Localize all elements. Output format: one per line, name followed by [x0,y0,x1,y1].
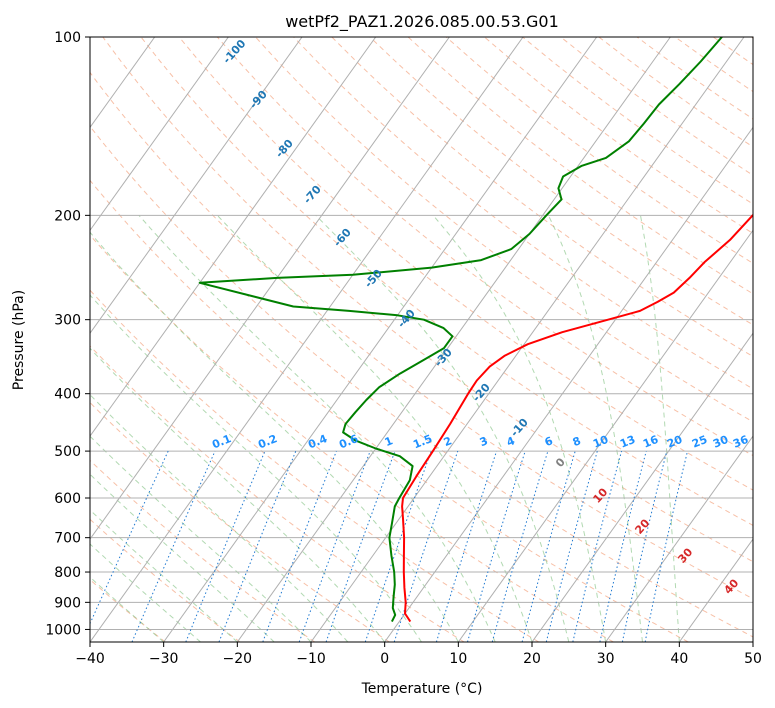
moist-adiabat [138,214,496,642]
dewpoint-profile [198,37,723,623]
moist-adiabat [432,214,607,642]
x-tick-label: 40 [670,651,688,667]
x-tick-label: 20 [523,651,541,667]
isotherm [236,37,671,642]
mixing-ratio-label: 36 [731,433,750,451]
isotherm [90,37,229,232]
mixing-ratio-label: 2 [442,434,454,449]
isotherm [90,37,303,335]
moist-adiabat [90,543,201,642]
dry-adiabat [102,37,753,563]
mixing-ratio-line [572,450,623,642]
isotherm [457,229,753,642]
x-axis-label: Temperature (°C) [361,681,483,697]
mixing-ratio-line [599,450,647,642]
x-tick-label: −20 [223,651,253,667]
plot-area [90,37,753,642]
mixing-ratio-line [131,450,216,642]
moist-adiabat [90,347,386,642]
x-axis-ticks: −40 −30 −20 −10 0 10 20 30 40 50 [75,642,762,667]
moist-adiabat [90,394,349,642]
dry-adiabat [90,234,614,642]
temperature-profile [401,213,753,623]
isotherm [163,37,598,642]
mixing-ratio-label: 1 [383,434,395,449]
y-tick-label: 300 [54,313,81,329]
x-tick-label: 10 [449,651,467,667]
moist-adiabat [90,294,422,642]
mixing-ratio-label: 25 [690,433,709,451]
mixing-ratio-label: 3 [478,434,490,449]
mixing-ratio-line [545,450,598,642]
y-axis-label: Pressure (hPa) [11,290,27,390]
x-tick-label: −10 [296,651,326,667]
isotherm [310,37,745,642]
moist-adiabat [216,214,533,642]
dry-adiabat [331,37,753,358]
y-tick-label: 200 [54,208,81,224]
mixing-ratio-line [467,450,526,642]
dry-adiabat [90,579,166,642]
dry-adiabat [293,37,753,390]
mixing-ratio-label: 13 [618,433,637,451]
plot-frame [89,36,754,643]
x-tick-label: 30 [597,651,615,667]
mixing-ratio-line [325,450,396,642]
dry-adiabat [90,71,753,600]
isotherm [678,538,753,642]
mixing-ratio-label: 8 [571,434,583,449]
dry-adiabat [140,37,753,526]
dry-adiabat [90,179,689,642]
mixing-ratio-line [298,450,371,642]
mixing-ratio-label: 10 [591,433,610,451]
isotherm [90,37,450,540]
x-tick-label: −30 [149,651,179,667]
y-tick-label: 1000 [45,622,81,638]
isotherm [605,435,753,642]
x-tick-label: 50 [744,651,762,667]
mixing-ratio-line [621,450,668,642]
moist-adiabat [90,509,238,642]
mixing-ratio-line [435,450,498,642]
y-tick-label: 600 [54,491,81,507]
mixing-ratio-label: 16 [641,433,660,451]
mixing-ratio-line [185,450,266,642]
mixing-ratio-line [364,450,432,642]
isotherm [90,37,524,642]
y-tick-label: 400 [54,387,81,403]
mixing-ratio-line [521,450,576,642]
x-tick-label: 0 [380,651,389,667]
mixing-ratio-line [262,450,337,642]
moist-adiabat [547,215,643,642]
mixing-ratio-line [491,450,549,642]
y-tick-label: 100 [54,30,81,46]
mixing-ratio-line [644,450,688,642]
y-tick-label: 800 [54,565,81,581]
isotherm [384,126,753,642]
dry-adiabat [90,401,390,642]
dry-adiabat [407,37,753,295]
dry-adiabat [216,37,753,457]
chart-title: wetPf2_PAZ1.2026.085.00.53.G01 [285,12,559,32]
mixing-ratio-label: 30 [711,433,730,451]
y-axis-ticks: 100 200 300 400 500 600 700 800 900 1000 [45,30,90,638]
moist-adiabat [640,215,680,642]
mixing-ratio-label: 20 [665,433,684,451]
mixing-ratio-line [393,450,459,642]
isotherm [531,332,753,642]
moist-adiabat [90,231,459,642]
y-tick-label: 500 [54,444,81,460]
dry-adiabat [90,459,315,642]
y-tick-label: 900 [54,595,81,611]
x-tick-label: −40 [75,651,105,667]
y-tick-label: 700 [54,531,81,547]
mixing-ratio-line [218,450,297,642]
isotherm [90,37,377,438]
moist-adiabat [90,576,165,642]
